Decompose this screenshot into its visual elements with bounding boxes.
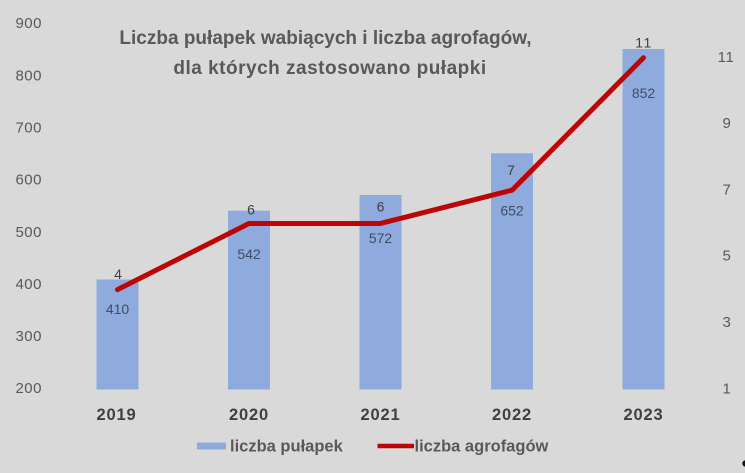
svg-text:1: 1	[723, 380, 732, 397]
svg-text:2021: 2021	[361, 406, 401, 424]
svg-text:4: 4	[114, 266, 122, 282]
svg-text:5: 5	[723, 248, 732, 265]
svg-text:11: 11	[635, 35, 653, 51]
svg-text:7: 7	[723, 181, 732, 198]
svg-text:2020: 2020	[229, 406, 269, 424]
svg-text:7: 7	[507, 162, 515, 178]
svg-text:600: 600	[15, 172, 42, 189]
svg-text:400: 400	[15, 276, 42, 293]
svg-text:3: 3	[723, 314, 732, 331]
svg-text:dla których zastosowano pułapk: dla których zastosowano pułapki	[173, 58, 486, 79]
svg-text:542: 542	[237, 246, 261, 262]
svg-text:liczba pułapek: liczba pułapek	[230, 438, 344, 456]
svg-text:800: 800	[15, 67, 42, 84]
svg-text:11: 11	[718, 49, 735, 66]
svg-text:200: 200	[15, 380, 42, 397]
svg-text:2023: 2023	[624, 406, 664, 424]
svg-text:900: 900	[15, 15, 42, 32]
svg-text:9: 9	[723, 115, 732, 132]
svg-text:300: 300	[15, 328, 42, 345]
svg-text:700: 700	[15, 120, 42, 137]
svg-text:Liczba pułapek wabiących i lic: Liczba pułapek wabiących i liczba agrofa…	[119, 28, 531, 49]
svg-text:liczba agrofagów: liczba agrofagów	[415, 438, 549, 456]
svg-text:652: 652	[500, 203, 524, 219]
svg-text:410: 410	[106, 301, 130, 317]
svg-text:2019: 2019	[97, 406, 137, 424]
svg-text:2022: 2022	[492, 406, 532, 424]
svg-text:6: 6	[377, 199, 385, 215]
svg-text:852: 852	[632, 85, 656, 101]
svg-text:572: 572	[369, 230, 393, 246]
svg-text:500: 500	[15, 224, 42, 241]
svg-text:6: 6	[247, 202, 255, 218]
